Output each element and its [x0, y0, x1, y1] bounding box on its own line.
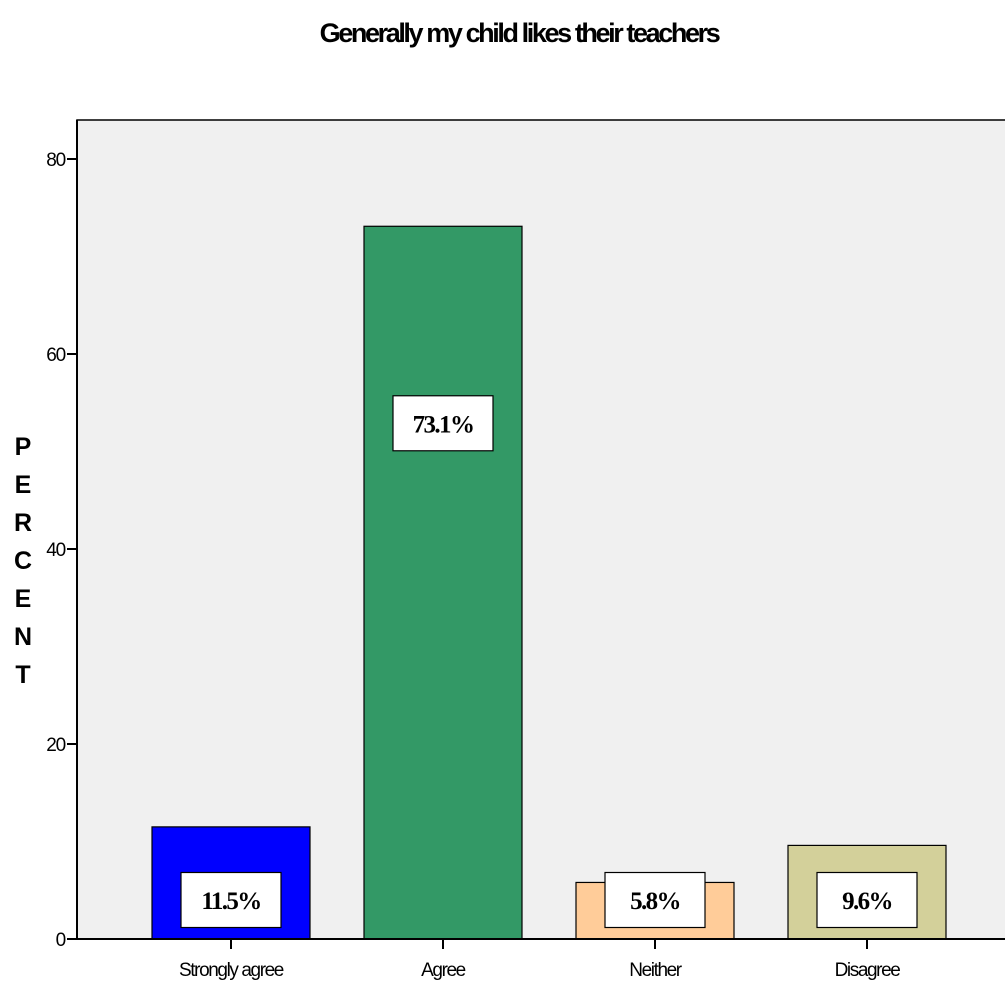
- y-tick-label-20: 20: [46, 735, 65, 756]
- data-label: 5.8%: [630, 888, 680, 915]
- chart-title: Generally my child likes their teachers: [320, 18, 720, 48]
- data-label: 9.6%: [842, 888, 892, 915]
- x-tick-label: Agree: [421, 960, 466, 981]
- data-label-box: [392, 395, 494, 452]
- bar-agree: [363, 225, 523, 940]
- x-tick-label: Neither: [629, 960, 683, 981]
- y-axis-title-letter: E: [15, 471, 32, 499]
- data-label-box: [816, 871, 918, 929]
- x-tick-label: Strongly agree: [179, 960, 284, 981]
- y-axis-title-letter: C: [14, 547, 32, 575]
- y-axis-title-letter: T: [15, 661, 30, 689]
- y-axis-title-letter: P: [15, 433, 32, 461]
- y-tick-label-0: 0: [56, 930, 66, 951]
- y-tick-label-60: 60: [46, 345, 65, 366]
- data-label: 73.1%: [413, 411, 474, 438]
- y-tick-label-80: 80: [46, 150, 65, 171]
- x-tick-label: Disagree: [835, 960, 901, 981]
- y-axis-title-letter: N: [14, 623, 32, 651]
- data-label-box: [604, 871, 706, 929]
- y-axis-title-letter: R: [14, 509, 32, 537]
- y-tick-label-40: 40: [46, 540, 65, 561]
- data-label: 11.5%: [201, 888, 260, 915]
- plot-area: [76, 119, 1005, 940]
- y-axis-title-letter: E: [15, 585, 32, 613]
- data-label-box: [180, 871, 282, 929]
